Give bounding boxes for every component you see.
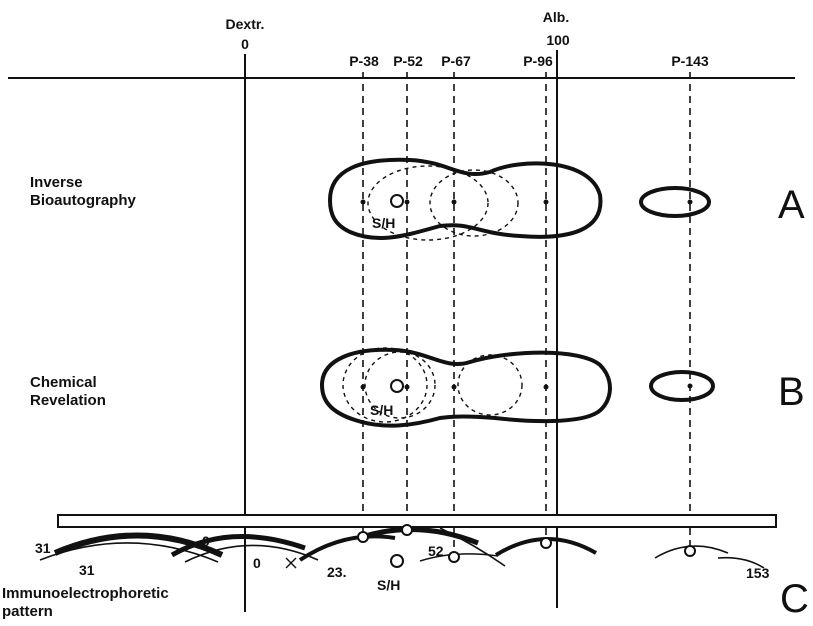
alb-value: 100 [546, 32, 570, 48]
row-a-sh-marker [390, 194, 404, 208]
arc-label-31-lower: 31 [79, 562, 95, 578]
row-a-main-spot [327, 157, 603, 240]
row-a-letter: A [778, 183, 805, 227]
arc-p52 [364, 527, 479, 546]
arc-0-thick [170, 534, 306, 558]
row-b-dashed-ring-left [342, 347, 428, 423]
row-a-sh-label: S/H [372, 215, 395, 231]
arc-label-52: 52 [428, 543, 444, 559]
peak-label-p96: P-96 [523, 53, 553, 69]
arc-label-153: 153 [746, 565, 770, 581]
row-c-letter: C [780, 577, 809, 621]
arc-marker-p96 [540, 537, 552, 549]
row-b-sh-marker [390, 379, 404, 393]
row-b-dashed-ring-right [457, 354, 523, 416]
row-b-dot-p67 [451, 384, 457, 390]
row-c-sh-marker [390, 554, 404, 568]
row-c-label-line2: pattern [2, 603, 53, 620]
arc-label-0-lower: 0 [253, 555, 261, 571]
arc-marker-p143 [684, 545, 696, 557]
arc-marker-p52 [401, 524, 413, 536]
dextr-value: 0 [241, 36, 249, 52]
cross-mark [285, 557, 297, 569]
peak-label-p67: P-67 [441, 53, 471, 69]
arc-31-thin [39, 542, 219, 563]
row-b-dashed-ring-mid [364, 351, 436, 419]
alb-label: Alb. [543, 9, 569, 25]
row-a-p143-spot [639, 186, 711, 218]
row-a-label-line1: Inverse [30, 174, 83, 191]
arc-p52-tail [439, 527, 506, 567]
arc-label-31-upper: 31 [35, 540, 51, 556]
row-a-dashed-ring-right [429, 169, 519, 237]
row-a-dot-p143 [687, 199, 693, 205]
row-b-dot-p38 [360, 384, 366, 390]
arc-marker-p67 [448, 551, 460, 563]
arc-label-23: 23. [327, 564, 346, 580]
row-a-dot-p38 [360, 199, 366, 205]
arc-label-0-upper: 0 [202, 533, 210, 549]
row-b-label-line2: Revelation [30, 392, 106, 409]
row-b-dot-p143 [687, 383, 693, 389]
row-b-dot-p96 [543, 384, 549, 390]
peak-label-p52: P-52 [393, 53, 423, 69]
row-b-dot-p52 [404, 384, 410, 390]
row-b-sh-label: S/H [370, 402, 393, 418]
arc-31-thick [53, 532, 224, 558]
arc-153 [717, 556, 765, 569]
arc-marker-p38 [357, 531, 369, 543]
row-a-dashed-ring-left [367, 165, 489, 241]
row-b-main-spot [319, 347, 612, 428]
peak-label-p143: P-143 [671, 53, 709, 69]
row-a-dot-p96 [543, 199, 549, 205]
row-c-sh-label: S/H [377, 577, 400, 593]
arc-0-thin [184, 544, 319, 563]
row-c-label-line1: Immunoelectrophoretic [2, 585, 169, 602]
dextr-label: Dextr. [226, 16, 265, 32]
row-b-label-line1: Chemical [30, 374, 97, 391]
antigen-trough [57, 514, 777, 528]
row-b-p143-spot [649, 370, 715, 402]
peak-label-p38: P-38 [349, 53, 379, 69]
row-b-letter: B [778, 370, 805, 414]
row-a-dot-p67 [451, 199, 457, 205]
row-a-dot-p52 [404, 199, 410, 205]
row-a-label-line2: Bioautography [30, 192, 136, 209]
arc-23 [298, 534, 396, 562]
